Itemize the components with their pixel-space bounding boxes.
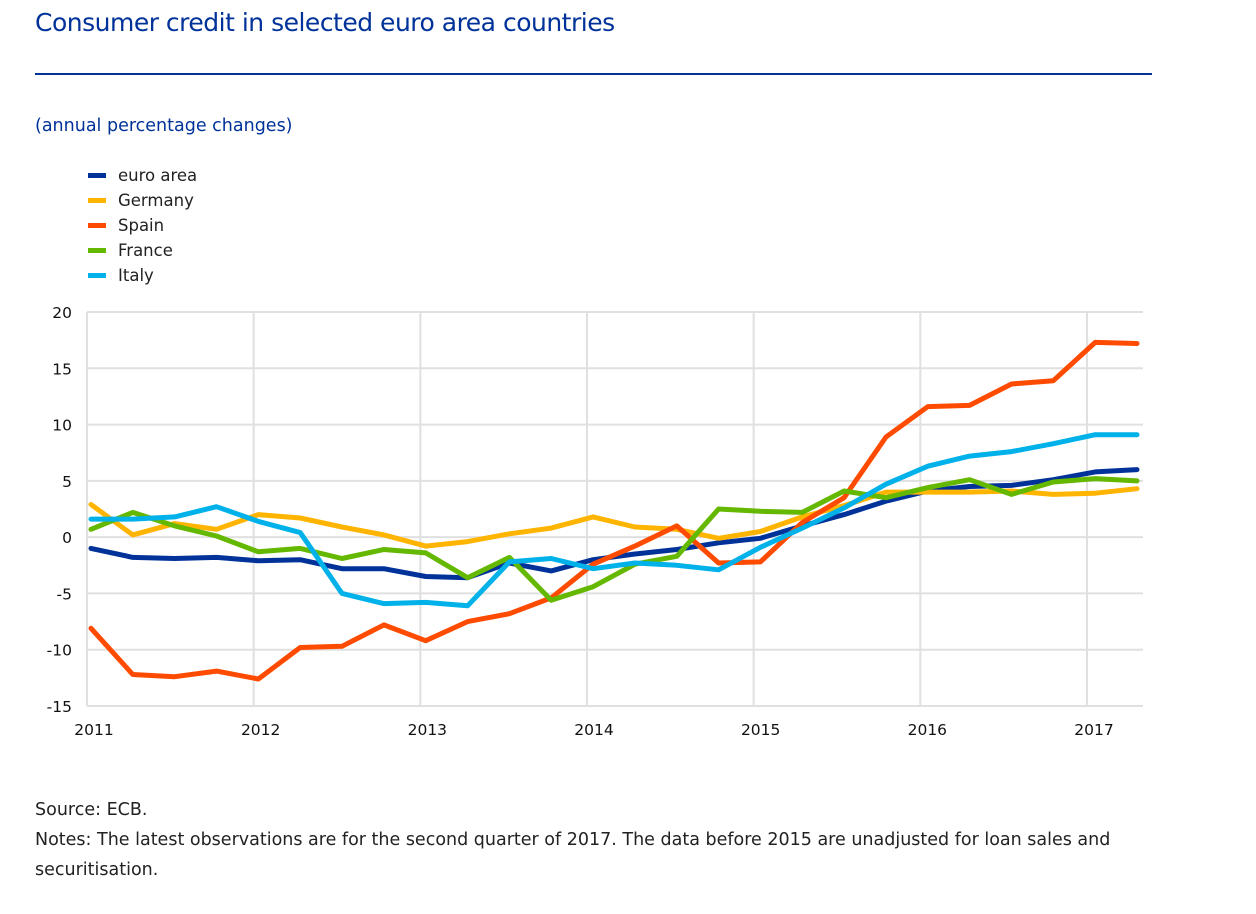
legend: euro area Germany Spain France Italy (88, 163, 197, 288)
legend-item: Spain (88, 213, 197, 238)
y-tick-label: -5 (57, 585, 72, 603)
x-tick-label: 2014 (574, 721, 613, 739)
x-tick-label: 2015 (741, 721, 780, 739)
x-tick-label: 2013 (408, 721, 447, 739)
title-divider (35, 73, 1152, 75)
x-tick-label: 2016 (908, 721, 947, 739)
legend-label: Germany (118, 191, 194, 210)
y-tick-label: -15 (47, 698, 72, 716)
y-tick-label: 15 (52, 360, 72, 378)
legend-label: France (118, 241, 173, 260)
legend-swatch (88, 173, 106, 178)
footer: Source: ECB. Notes: The latest observati… (35, 795, 1155, 885)
y-tick-label: 20 (52, 304, 72, 322)
series-lines (88, 339, 1140, 682)
legend-item: France (88, 238, 197, 263)
legend-label: Spain (118, 216, 165, 235)
y-tick-label: 0 (62, 529, 72, 547)
legend-swatch (88, 273, 106, 278)
series-line-italy (88, 432, 1140, 609)
x-tick-label: 2011 (74, 721, 113, 739)
legend-label: Italy (118, 266, 154, 285)
y-tick-label: 5 (62, 473, 72, 491)
notes: Notes: The latest observations are for t… (35, 830, 1111, 880)
x-tick-label: 2017 (1074, 721, 1113, 739)
series-line-france (88, 476, 1140, 603)
y-tick-label: -10 (47, 642, 72, 660)
y-tick-label: 10 (52, 417, 72, 435)
legend-swatch (88, 198, 106, 203)
grid (86, 311, 1143, 707)
series-line-germany (88, 486, 1140, 549)
x-tick-label: 2012 (241, 721, 280, 739)
legend-item: Italy (88, 263, 197, 288)
source-note: Source: ECB. (35, 800, 148, 820)
legend-swatch (88, 248, 106, 253)
chart-subtitle: (annual percentage changes) (35, 116, 293, 136)
legend-label: euro area (118, 166, 198, 185)
x-axis-ticks: 2011 2012 2013 2014 2015 2016 2017 (74, 721, 1113, 739)
legend-swatch (88, 223, 106, 228)
legend-item: euro area (88, 163, 197, 188)
y-axis-ticks: 20 15 10 5 0 -5 -10 -15 (47, 304, 72, 716)
chart-title: Consumer credit in selected euro area co… (35, 8, 615, 37)
legend-item: Germany (88, 188, 197, 213)
series-line-spain (88, 339, 1140, 682)
